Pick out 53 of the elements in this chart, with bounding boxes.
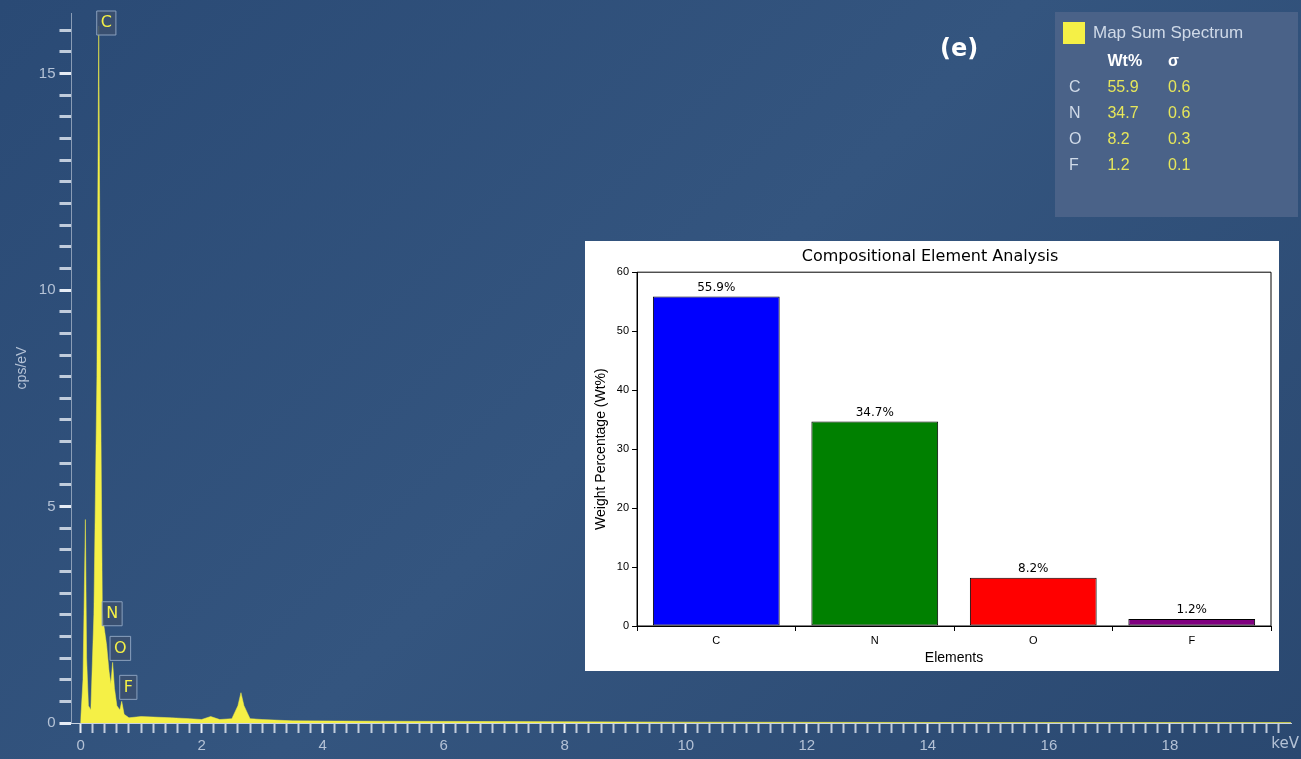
x-axis-title: keV [1271, 734, 1300, 753]
data-label: 0.6 [1167, 103, 1192, 123]
data-label: 1.2% [1176, 602, 1207, 617]
category-label: C [1068, 77, 1082, 97]
annotation: F [123, 676, 133, 696]
data-label: 55.9% [697, 279, 736, 294]
category-label: O [1068, 129, 1083, 149]
x-tick-label: 0 [76, 736, 85, 754]
annotation: (e) [940, 34, 979, 62]
y-tick-label: 50 [616, 324, 630, 337]
x-tick-label: 10 [677, 736, 695, 754]
y-tick-label: 20 [616, 501, 630, 514]
data-label: 55.9 [1106, 77, 1140, 97]
x-tick-label: C [712, 633, 721, 646]
y-tick-label: 10 [616, 560, 630, 573]
y-axis-title: Weight Percentage (Wt%) [592, 368, 609, 530]
x-tick-label: 4 [318, 736, 327, 754]
category-label: N [1068, 103, 1082, 123]
x-tick-label: O [1028, 633, 1038, 646]
data-label: 0.3 [1167, 129, 1192, 149]
y-tick-label: 0 [622, 619, 630, 632]
x-tick-label: 16 [1040, 736, 1058, 754]
x-tick-label: 8 [560, 736, 569, 754]
x-tick-label: 14 [919, 736, 937, 754]
x-tick-label: 2 [197, 736, 206, 754]
x-tick-label: 6 [439, 736, 448, 754]
annotation: C [100, 12, 112, 32]
data-label: 1.2 [1106, 155, 1131, 175]
y-axis-title: cps/eV [13, 345, 30, 390]
category-label: F [1068, 155, 1080, 175]
data-label: 34.7 [1106, 103, 1140, 123]
data-label: 34.7% [855, 404, 894, 419]
y-tick-label: 10 [38, 280, 56, 298]
series-label: Wt% [1106, 51, 1144, 71]
x-axis-title: Elements [924, 649, 984, 666]
y-tick-label: 60 [616, 265, 630, 278]
x-tick-label: N [870, 633, 879, 646]
y-tick-label: 15 [38, 63, 56, 81]
data-label: 0.6 [1167, 77, 1192, 97]
annotation: N [106, 602, 119, 622]
y-tick-label: 40 [616, 383, 630, 396]
data-label: 8.2% [1018, 560, 1049, 575]
data-label: 0.1 [1167, 155, 1192, 175]
chart-title: Compositional Element Analysis [801, 245, 1059, 265]
y-tick-label: 5 [47, 496, 56, 514]
data-label: 8.2 [1106, 129, 1131, 149]
x-tick-label: 12 [798, 736, 816, 754]
y-tick-label: 0 [47, 713, 56, 731]
x-tick-label: F [1188, 633, 1196, 646]
x-tick-label: 18 [1161, 736, 1179, 754]
text: σ [1167, 51, 1181, 71]
y-tick-label: 30 [616, 442, 630, 455]
legend-label: Map Sum Spectrum [1093, 23, 1244, 43]
